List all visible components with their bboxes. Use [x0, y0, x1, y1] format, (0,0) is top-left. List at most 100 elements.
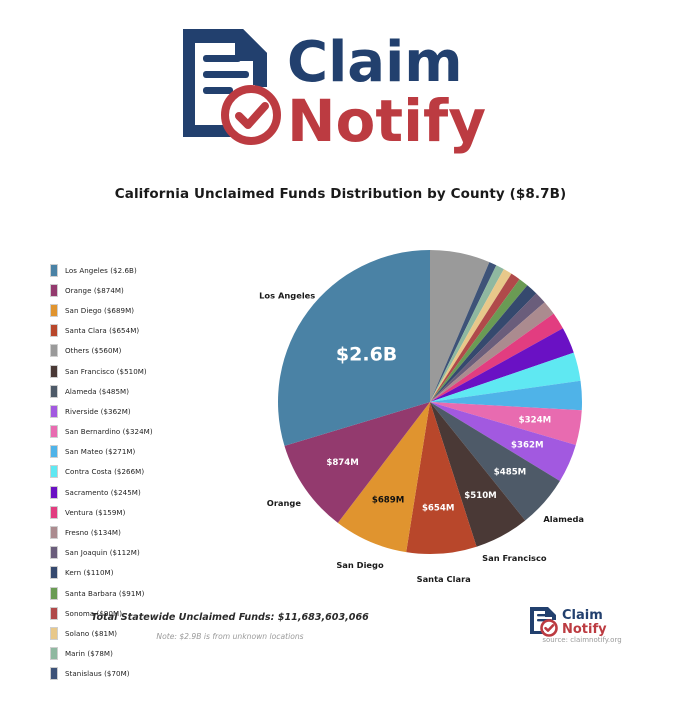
legend-item[interactable]: Solano ($81M): [50, 623, 220, 643]
document-check-icon: [182, 29, 281, 145]
pie-slice-name-label: Los Angeles: [259, 291, 315, 301]
legend-swatch: [50, 384, 58, 398]
legend-item[interactable]: Ventura ($159M): [50, 502, 220, 522]
legend-swatch: [50, 526, 58, 540]
pie-slice[interactable]: [430, 380, 583, 411]
pie-slice[interactable]: [430, 273, 520, 402]
footer-total-label: Total Statewide Unclaimed Funds: $11,683…: [91, 612, 369, 623]
chart-title: California Unclaimed Funds Distribution …: [114, 186, 567, 202]
claimnotify-logo: Claim Notify: [182, 29, 486, 155]
legend-item[interactable]: San Diego ($689M): [50, 300, 220, 320]
pie-slice[interactable]: [406, 402, 477, 554]
legend-item-label: Santa Clara ($654M): [65, 326, 140, 336]
footer-brand-claim: Claim: [562, 608, 603, 623]
pie-slice-value-label: $510M: [464, 491, 496, 501]
legend-swatch: [50, 626, 58, 640]
footer-brand-logo: Claim Notify: [512, 604, 652, 642]
legend-swatch: [50, 283, 58, 297]
legend-item-label: San Francisco ($510M): [65, 366, 147, 376]
pie-slice[interactable]: [430, 313, 563, 402]
legend-item[interactable]: Santa Clara ($654M): [50, 321, 220, 341]
pie-slice-value-label: $324M: [519, 416, 551, 426]
pie-slice[interactable]: [284, 402, 430, 523]
pie-slice[interactable]: [337, 402, 430, 553]
legend-item-label: Orange ($874M): [65, 285, 124, 295]
legend-item-label: San Joaquin ($112M): [65, 548, 140, 558]
legend-item[interactable]: San Mateo ($271M): [50, 442, 220, 462]
legend-swatch: [50, 546, 58, 560]
legend-item-label: Sonoma ($90M): [65, 608, 123, 618]
pie-slice[interactable]: [430, 402, 576, 481]
pie-slice-name-label: Alameda: [543, 514, 584, 524]
footer-source: source: claimnotify.org: [542, 636, 622, 644]
pie-slice[interactable]: [430, 262, 497, 402]
pie-slice-value-label: $485M: [494, 468, 526, 478]
legend-item[interactable]: Santa Barbara ($91M): [50, 583, 220, 603]
footer-brand-notify: Notify: [562, 622, 607, 637]
legend-swatch: [50, 445, 58, 459]
legend-swatch: [50, 465, 58, 479]
legend-item[interactable]: Alameda ($485M): [50, 381, 220, 401]
legend-swatch: [50, 404, 58, 418]
legend-item-label: Alameda ($485M): [65, 386, 130, 396]
legend-swatch: [50, 425, 58, 439]
legend-item-label: Riverside ($362M): [65, 406, 131, 416]
legend-item-label: Fresno ($134M): [65, 528, 121, 538]
pie-slice[interactable]: [430, 328, 574, 402]
legend-item[interactable]: Others ($560M): [50, 341, 220, 361]
legend-item-label: Sacramento ($245M): [65, 487, 141, 497]
pie-slice[interactable]: [430, 285, 537, 402]
legend-item[interactable]: Stanislaus ($70M): [50, 664, 220, 684]
pie-slice[interactable]: [430, 402, 560, 521]
legend-item-label: Stanislaus ($70M): [65, 669, 130, 679]
legend-swatch: [50, 344, 58, 358]
legend-swatch: [50, 566, 58, 580]
legend-swatch: [50, 606, 58, 620]
legend-item-label: Contra Costa ($266M): [65, 467, 145, 477]
pie-slice[interactable]: [430, 269, 512, 402]
legend-item[interactable]: Sonoma ($90M): [50, 603, 220, 623]
footer-note: Note: $2.9B is from unknown locations: [156, 632, 304, 641]
legend-item[interactable]: San Joaquin ($112M): [50, 543, 220, 563]
pie-slice[interactable]: [430, 293, 545, 402]
pie-slice[interactable]: [430, 352, 581, 402]
pie-slice[interactable]: [430, 250, 490, 402]
pie-slice[interactable]: [430, 402, 582, 445]
legend-item[interactable]: Fresno ($134M): [50, 522, 220, 542]
legend-item[interactable]: San Bernardino ($324M): [50, 422, 220, 442]
legend-item[interactable]: Orange ($874M): [50, 280, 220, 300]
pie-slice[interactable]: [430, 302, 554, 402]
legend-item[interactable]: Riverside ($362M): [50, 401, 220, 421]
pie-slice[interactable]: [278, 250, 430, 446]
legend-item[interactable]: Contra Costa ($266M): [50, 462, 220, 482]
legend-item[interactable]: Kern ($110M): [50, 563, 220, 583]
pie-slice-value-label: $2.6B: [336, 343, 397, 365]
legend-item-label: Marin ($78M): [65, 649, 113, 659]
legend-item[interactable]: Sacramento ($245M): [50, 482, 220, 502]
pie-slice-name-label: Santa Clara: [417, 574, 471, 584]
pie-slice-value-label: $362M: [511, 441, 543, 451]
pie-slice-name-label: San Diego: [336, 560, 384, 570]
legend-item-label: Kern ($110M): [65, 568, 114, 578]
pie-slice[interactable]: [430, 265, 504, 402]
pie-slice[interactable]: [430, 279, 528, 402]
plot-area: Los Angeles ($2.6B) Orange ($874M) San Die…: [0, 202, 681, 681]
legend-item[interactable]: Los Angeles ($2.6B): [50, 260, 220, 280]
pie-slice[interactable]: [430, 402, 526, 547]
legend-item-label: Others ($560M): [65, 346, 122, 356]
document-check-icon-small: [530, 607, 558, 637]
legend-swatch: [50, 667, 58, 681]
legend-item-label: Solano ($81M): [65, 628, 118, 638]
legend-item-label: Los Angeles ($2.6B): [65, 265, 137, 275]
legend-item[interactable]: San Francisco ($510M): [50, 361, 220, 381]
chart-footer: Total Statewide Unclaimed Funds: $11,683…: [0, 602, 681, 692]
pie-slice-value-label: $874M: [326, 458, 358, 468]
legend-swatch: [50, 324, 58, 338]
brand-word-claim: Claim: [287, 30, 463, 95]
pie-chart: $2.6B $874M $689M $654M $510M $485M $362M $324M…: [237, 202, 637, 602]
legend-swatch: [50, 303, 58, 317]
chart-legend: Los Angeles ($2.6B) Orange ($874M) San Die…: [50, 260, 220, 684]
legend-item[interactable]: Marin ($78M): [50, 644, 220, 664]
legend-item-label: Santa Barbara ($91M): [65, 588, 145, 598]
legend-item-label: San Mateo ($271M): [65, 447, 136, 457]
